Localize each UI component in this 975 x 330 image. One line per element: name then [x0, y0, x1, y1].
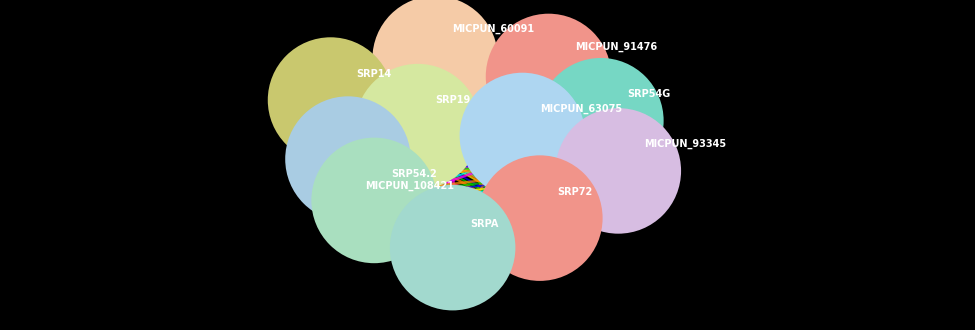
- Text: SRP14: SRP14: [357, 69, 392, 79]
- Ellipse shape: [355, 64, 481, 189]
- Ellipse shape: [311, 138, 437, 263]
- Ellipse shape: [556, 108, 682, 234]
- Text: SRP72: SRP72: [558, 186, 593, 197]
- Text: MICPUN_91476: MICPUN_91476: [574, 42, 657, 52]
- Ellipse shape: [459, 73, 585, 198]
- Ellipse shape: [390, 185, 516, 311]
- Ellipse shape: [268, 37, 393, 163]
- Text: MICPUN_93345: MICPUN_93345: [644, 139, 726, 149]
- Ellipse shape: [286, 96, 410, 222]
- Ellipse shape: [486, 14, 611, 139]
- Ellipse shape: [372, 0, 498, 121]
- Text: SRP54G: SRP54G: [627, 89, 670, 99]
- Ellipse shape: [538, 58, 664, 183]
- Text: SRP19: SRP19: [435, 95, 470, 105]
- Text: MICPUN_108421: MICPUN_108421: [366, 181, 454, 191]
- Text: SRP54.2: SRP54.2: [392, 169, 438, 179]
- Ellipse shape: [477, 155, 603, 281]
- Text: MICPUN_60091: MICPUN_60091: [452, 24, 534, 34]
- Text: SRPA: SRPA: [470, 219, 498, 229]
- Text: MICPUN_63075: MICPUN_63075: [540, 104, 622, 114]
